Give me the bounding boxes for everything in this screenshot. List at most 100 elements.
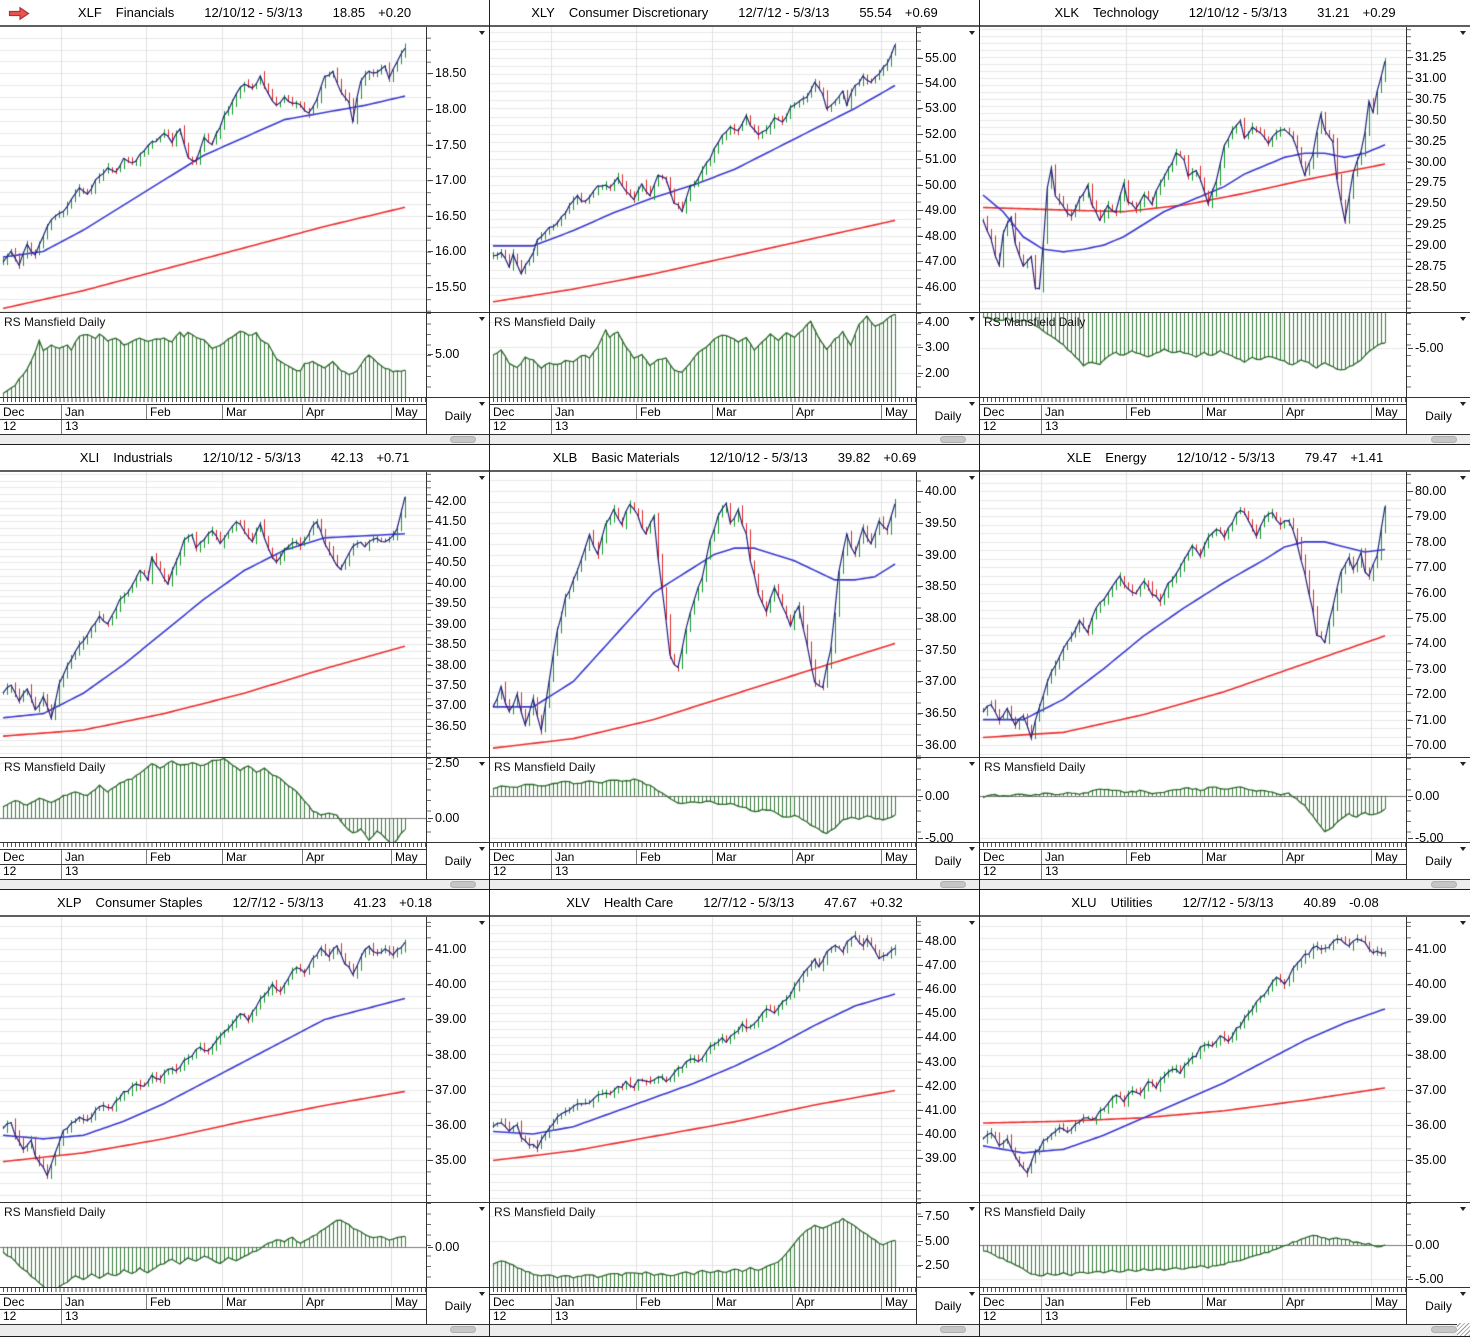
rs-indicator-canvas[interactable] (0, 1203, 426, 1287)
axis-menu-arrow-icon[interactable] (1460, 762, 1466, 766)
price-axis[interactable]: 18.50 18.00 17.50 17.00 16.50 16.00 15.50 (427, 27, 489, 313)
price-axis[interactable]: 80.00 79.00 78.00 77.00 76.00 75.00 74.00 73.00… (1407, 472, 1470, 758)
axis-menu-arrow-icon[interactable] (479, 476, 485, 480)
timeframe-selector[interactable]: Daily (1407, 1288, 1470, 1325)
scrollbar-thumb[interactable] (450, 436, 476, 443)
timeframe-menu-arrow-icon[interactable] (969, 847, 975, 851)
rs-indicator-canvas[interactable] (980, 313, 1406, 397)
timeframe-menu-arrow-icon[interactable] (1460, 847, 1466, 851)
timeframe-selector[interactable]: Daily (427, 1288, 489, 1325)
price-axis[interactable]: 31.25 31.00 30.75 30.50 30.25 30.00 29.75 29.50… (1407, 27, 1470, 313)
timeframe-menu-arrow-icon[interactable] (479, 402, 485, 406)
axis-menu-arrow-icon[interactable] (479, 762, 485, 766)
axis-menu-arrow-icon[interactable] (1460, 921, 1466, 925)
indicator-axis[interactable]: 7.50 5.00 2.50 (917, 1203, 979, 1288)
axis-menu-arrow-icon[interactable] (969, 1207, 975, 1211)
price-chart-canvas[interactable] (490, 917, 916, 1202)
price-chart-canvas[interactable] (980, 27, 1406, 312)
timeframe-selector[interactable]: Daily (917, 843, 979, 880)
axis-menu-arrow-icon[interactable] (479, 31, 485, 35)
axis-menu-arrow-icon[interactable] (1460, 317, 1466, 321)
timeframe-menu-arrow-icon[interactable] (479, 1292, 485, 1296)
axis-menu-arrow-icon[interactable] (969, 31, 975, 35)
price-chart-canvas[interactable] (490, 472, 916, 757)
timeframe-selector[interactable]: Daily (917, 398, 979, 435)
axis-menu-arrow-icon[interactable] (1460, 1207, 1466, 1211)
price-axis[interactable]: 40.00 39.50 39.00 38.50 38.00 37.50 37.00 36.50… (917, 472, 979, 758)
axis-menu-arrow-icon[interactable] (479, 317, 485, 321)
chart-scrollbar[interactable] (0, 435, 489, 444)
price-axis[interactable]: 48.00 47.00 46.00 45.00 44.00 43.00 42.00 41.00… (917, 917, 979, 1203)
timeframe-menu-arrow-icon[interactable] (969, 1292, 975, 1296)
timeframe-menu-arrow-icon[interactable] (969, 402, 975, 406)
timeframe-selector[interactable]: Daily (427, 398, 489, 435)
indicator-axis[interactable]: 2.50 0.00 (427, 757, 489, 843)
axis-menu-arrow-icon[interactable] (1460, 31, 1466, 35)
indicator-axis[interactable]: 0.00 -5.00 (917, 758, 979, 844)
axis-menu-arrow-icon[interactable] (479, 921, 485, 925)
price-axis[interactable]: 41.00 40.00 39.00 38.00 37.00 36.00 35.00 (427, 917, 489, 1203)
axis-menu-arrow-icon[interactable] (969, 476, 975, 480)
indicator-axis[interactable]: -5.00 (1407, 313, 1470, 398)
chart-scrollbar[interactable] (0, 1325, 489, 1336)
active-chart-arrow-icon[interactable] (8, 6, 30, 21)
axis-menu-arrow-icon[interactable] (969, 317, 975, 321)
scrollbar-thumb[interactable] (450, 881, 476, 888)
timeframe-selector[interactable]: Daily (1407, 843, 1470, 880)
scrollbar-thumb[interactable] (450, 1326, 476, 1333)
rs-indicator-canvas[interactable] (980, 758, 1406, 842)
price-axis[interactable]: 55.00 54.00 53.00 52.00 51.00 50.00 49.00 48.00… (917, 27, 979, 313)
scrollbar-thumb[interactable] (1431, 881, 1457, 888)
timeframe-menu-arrow-icon[interactable] (1460, 402, 1466, 406)
price-chart-canvas[interactable] (0, 27, 426, 312)
price-tick-label: 37.00 (428, 699, 466, 712)
scrollbar-thumb[interactable] (940, 436, 966, 443)
rs-indicator-canvas[interactable] (490, 758, 916, 842)
axis-menu-arrow-icon[interactable] (479, 1207, 485, 1211)
axis-menu-arrow-icon[interactable] (1460, 476, 1466, 480)
price-chart-canvas[interactable] (490, 27, 916, 312)
rs-indicator-canvas[interactable] (490, 313, 916, 397)
axis-menu-arrow-icon[interactable] (969, 921, 975, 925)
scrollbar-thumb[interactable] (1431, 436, 1457, 443)
timeframe-menu-arrow-icon[interactable] (1460, 1292, 1466, 1296)
scrollbar-thumb[interactable] (940, 1326, 966, 1333)
timeframe-selector[interactable]: Daily (917, 1288, 979, 1325)
indicator-axis[interactable]: 5.00 (427, 313, 489, 398)
chart-scrollbar[interactable] (490, 1325, 979, 1336)
ticker-symbol: XLV (566, 895, 590, 910)
price-chart-canvas[interactable] (980, 472, 1406, 757)
chart-scrollbar[interactable] (490, 880, 979, 889)
timeframe-selector[interactable]: Daily (1407, 398, 1470, 435)
month-label: Apr (792, 405, 881, 419)
price-axis[interactable]: 41.00 40.00 39.00 38.00 37.00 36.00 35.00 (1407, 917, 1470, 1203)
rs-indicator-canvas[interactable] (490, 1203, 916, 1287)
timeframe-selector[interactable]: Daily (427, 843, 489, 880)
price-tick-label: 30.00 (1408, 155, 1446, 169)
month-label: Feb (1126, 1295, 1202, 1309)
price-chart-canvas[interactable] (0, 917, 426, 1202)
axis-menu-arrow-icon[interactable] (969, 762, 975, 766)
indicator-axis[interactable]: 0.00 -5.00 (1407, 1203, 1470, 1288)
price-axis[interactable]: 42.00 41.50 41.00 40.50 40.00 39.50 39.00 38.50… (427, 472, 489, 758)
price-chart-canvas[interactable] (0, 472, 426, 757)
chart-scrollbar[interactable] (980, 435, 1470, 444)
chart-scrollbar[interactable] (0, 880, 489, 889)
scrollbar-thumb[interactable] (1431, 1326, 1457, 1333)
year-axis: 12 13 (980, 865, 1406, 880)
window-resize-grip[interactable] (1457, 1323, 1470, 1336)
chart-scrollbar[interactable] (980, 880, 1470, 889)
rs-indicator-canvas[interactable] (0, 758, 426, 842)
timeframe-menu-arrow-icon[interactable] (479, 847, 485, 851)
rs-indicator-canvas[interactable] (0, 313, 426, 397)
indicator-axis[interactable]: 4.00 3.00 2.00 (917, 313, 979, 398)
chart-scrollbar[interactable] (980, 1323, 1470, 1336)
chart-scrollbar[interactable] (490, 435, 979, 444)
rs-indicator-canvas[interactable] (980, 1203, 1406, 1287)
indicator-axis[interactable]: 0.00 -5.00 (1407, 758, 1470, 844)
indicator-axis[interactable]: 0.00 (427, 1203, 489, 1288)
price-chart-canvas[interactable] (980, 917, 1406, 1202)
price-tick-label: 29.00 (1408, 239, 1446, 252)
scrollbar-thumb[interactable] (940, 881, 966, 888)
price-axis-ticks (427, 917, 431, 1202)
